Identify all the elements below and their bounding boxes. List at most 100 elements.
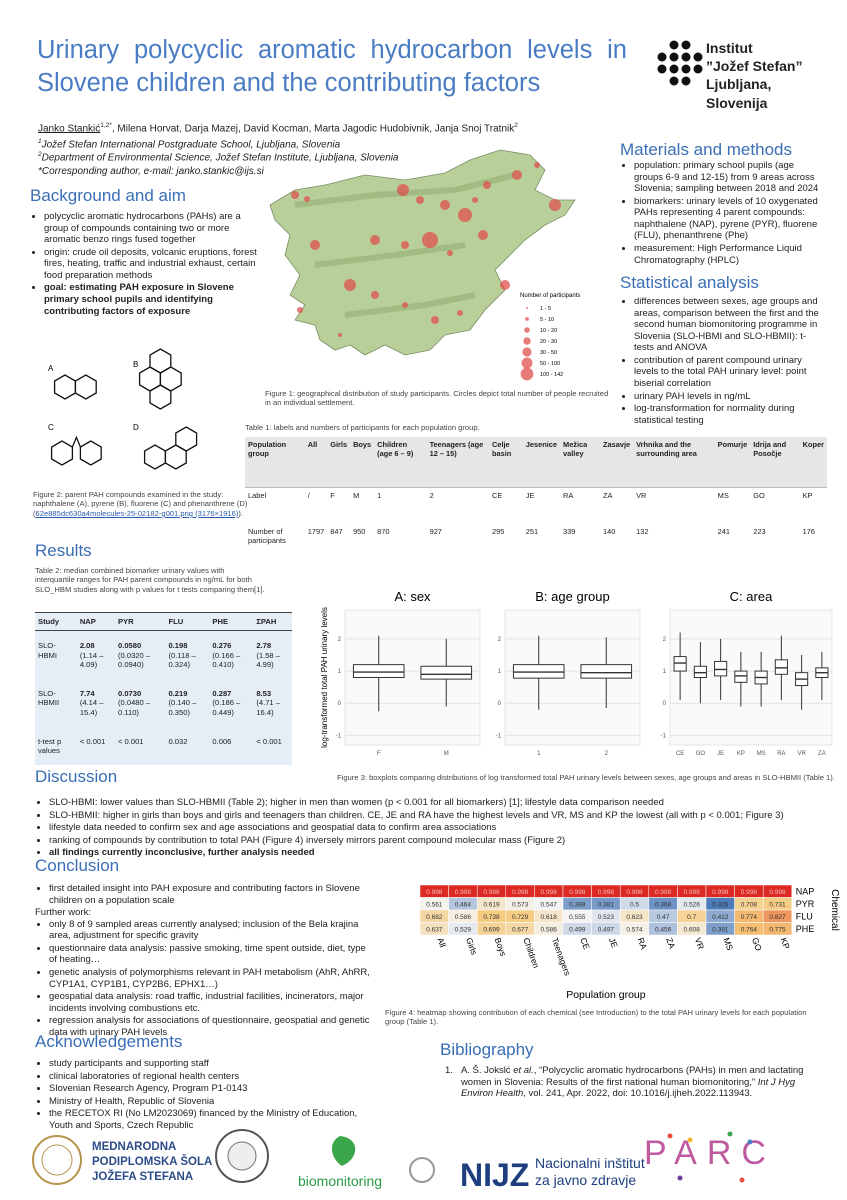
cell-line: 2.78 bbox=[256, 641, 272, 651]
table-cell: 0.219 (0.140 – 0.350) bbox=[165, 679, 209, 727]
heatmap-row-label: FLU bbox=[796, 911, 813, 921]
bullet-item: geospatial data analysis: road traffic, … bbox=[49, 991, 370, 1014]
section-heading: Statistical analysis bbox=[620, 273, 759, 292]
cell-line: 0.0580 bbox=[117, 641, 142, 651]
table1-caption: Table 1: labels and numbers of participa… bbox=[245, 423, 645, 432]
institute-line: ”Jožef Stefan” bbox=[706, 58, 803, 75]
cell-line: < 0.001 bbox=[79, 736, 106, 746]
table-cell: 870 bbox=[377, 527, 390, 536]
bullet-item: SLO-HBMII: higher in girls than boys and… bbox=[49, 810, 825, 822]
settlement-marker bbox=[402, 302, 408, 308]
table-cell: JE bbox=[525, 491, 535, 500]
table-cell: 0.287 (0.186 – 0.449) bbox=[209, 679, 253, 727]
heatmap-value: 0.708 bbox=[741, 901, 758, 908]
bib-title: , “Polycyclic aromatic hydrocarbons (PAH… bbox=[460, 1065, 804, 1088]
heatmap-value: 0.412 bbox=[712, 914, 729, 921]
y-tick-label: 2 bbox=[498, 637, 502, 643]
settlement-marker bbox=[297, 307, 303, 313]
figure3-caption: Figure 3: boxplots comparing distributio… bbox=[337, 773, 837, 782]
further-work: Further work: bbox=[35, 907, 91, 919]
map-legend-label: 100 - 142 bbox=[540, 372, 563, 378]
cell-line: < 0.001 bbox=[256, 736, 282, 746]
cell-line: (0.186 – 0.449) bbox=[212, 698, 241, 717]
heatmap-value: 0.561 bbox=[426, 901, 443, 908]
bullet-item: origin: crude oil deposits, volcanic eru… bbox=[44, 247, 265, 282]
heatmap-value: 0.998 bbox=[512, 889, 529, 896]
bullet-list: only 8 of 9 sampled areas currently anal… bbox=[35, 919, 370, 1039]
table-cell: M bbox=[353, 491, 360, 500]
table-header-cell: Koper bbox=[799, 437, 827, 488]
mps-logo-text: PODIPLOMSKA ŠOLA bbox=[92, 1155, 212, 1168]
y-tick-label: 2 bbox=[663, 637, 667, 643]
logo-dot bbox=[693, 64, 703, 74]
benzene-ring bbox=[50, 440, 74, 466]
heatmap-col-label: RA bbox=[636, 936, 650, 951]
table-header-cell: Jesenice bbox=[522, 437, 561, 488]
nijz-name: Nacionalni inštitut bbox=[535, 1155, 645, 1171]
y-tick-label: 1 bbox=[663, 669, 667, 675]
table-cell: 2 bbox=[429, 491, 434, 500]
heatmap-value: 0.47 bbox=[657, 914, 670, 921]
cell-line: 0.006 bbox=[212, 736, 232, 746]
affiliation: 1Jožef Stefan International Postgraduate… bbox=[38, 138, 598, 151]
map-legend-title: Number of participants bbox=[520, 293, 580, 299]
table-cell: 132 bbox=[636, 527, 649, 536]
bullet-list: SLO-HBMI: lower values than SLO-HBMII (T… bbox=[35, 797, 825, 859]
table-cell: CE bbox=[492, 491, 503, 500]
bullet-item: Ministry of Health, Republic of Slovenia bbox=[49, 1096, 380, 1108]
heatmap-value: 0.529 bbox=[455, 926, 472, 933]
heatmap-value: 0.827 bbox=[769, 914, 786, 921]
bullet-list: differences between sexes, age groups an… bbox=[620, 296, 820, 426]
settlement-marker bbox=[534, 162, 540, 168]
heatmap-value: 0.381 bbox=[598, 901, 615, 908]
heatmap-value: 0.998 bbox=[426, 889, 443, 896]
bullet-item: questionnaire data analysis: passive smo… bbox=[49, 943, 370, 966]
bib-etal: et al. bbox=[513, 1065, 534, 1076]
table-cell: / bbox=[307, 491, 310, 500]
bullet-item: all findings currently inconclusive, fur… bbox=[49, 847, 825, 859]
molecule-label: D bbox=[133, 423, 139, 432]
settlement-marker bbox=[416, 196, 424, 204]
table-cell: < 0.001 bbox=[253, 727, 292, 766]
y-tick-label: 0 bbox=[663, 701, 667, 707]
bullet-item: clinical laboratories of regional health… bbox=[49, 1071, 380, 1083]
table2: Study NAP PYR FLU PHE ΣPAH SLO-HBMI 2.08 (1.14 –… bbox=[35, 611, 292, 766]
box bbox=[580, 664, 633, 679]
settlement-marker bbox=[549, 199, 561, 211]
institute-line: Ljubljana, Slovenija bbox=[706, 76, 772, 111]
x-tick-label: ZA bbox=[818, 751, 826, 757]
table-header-cell: Idrija and Posočje bbox=[750, 437, 800, 488]
table-cell: 251 bbox=[525, 527, 539, 536]
table-cell: 339 bbox=[563, 527, 576, 536]
table-cell: SLO-HBMI bbox=[38, 641, 57, 660]
table-cell: VR bbox=[636, 491, 647, 500]
logo-dot bbox=[669, 40, 679, 50]
heatmap-value: 0.464 bbox=[455, 901, 472, 908]
table-row: Number of participants 1797 847 950 870 927 29… bbox=[245, 524, 827, 560]
x-tick-label: CE bbox=[676, 751, 684, 757]
heatmap-value: 0.677 bbox=[512, 926, 529, 933]
caption-text: Circles depict total number of people re… bbox=[265, 389, 609, 408]
map-legend-label: 10 - 20 bbox=[540, 328, 557, 334]
seal-inner bbox=[41, 1144, 73, 1176]
bib-rest: , vol. 241, Apr. 2022, doi: 10.1016/j.ij… bbox=[523, 1088, 753, 1100]
logo-dot bbox=[681, 76, 691, 86]
y-tick-label: -1 bbox=[496, 733, 502, 739]
conference-seal bbox=[215, 1129, 269, 1183]
cell-line: 0.0730 bbox=[117, 689, 142, 698]
heatmap-col-label: JE bbox=[607, 936, 620, 949]
settlement-marker bbox=[458, 208, 472, 222]
mps-logo-text: MEDNARODNA bbox=[92, 1141, 176, 1153]
heatmap-row-label: PHE bbox=[796, 924, 815, 934]
table-header-cell: Study bbox=[35, 611, 77, 632]
box bbox=[714, 660, 728, 677]
heatmap-value: 0.608 bbox=[684, 926, 701, 933]
heatmap-col-label: Girls bbox=[464, 936, 479, 956]
bullet-item: study participants and supporting staff bbox=[49, 1058, 380, 1070]
heatmap-value: 0.998 bbox=[483, 889, 500, 896]
bullet-item: contribution of parent compound urinary … bbox=[634, 355, 820, 390]
heatmap-value: 0.775 bbox=[769, 926, 786, 933]
figure1-caption: Figure 1: geographical distribution of s… bbox=[265, 389, 610, 408]
parc-dot bbox=[677, 1175, 683, 1181]
panel-title: C: area bbox=[730, 589, 773, 604]
